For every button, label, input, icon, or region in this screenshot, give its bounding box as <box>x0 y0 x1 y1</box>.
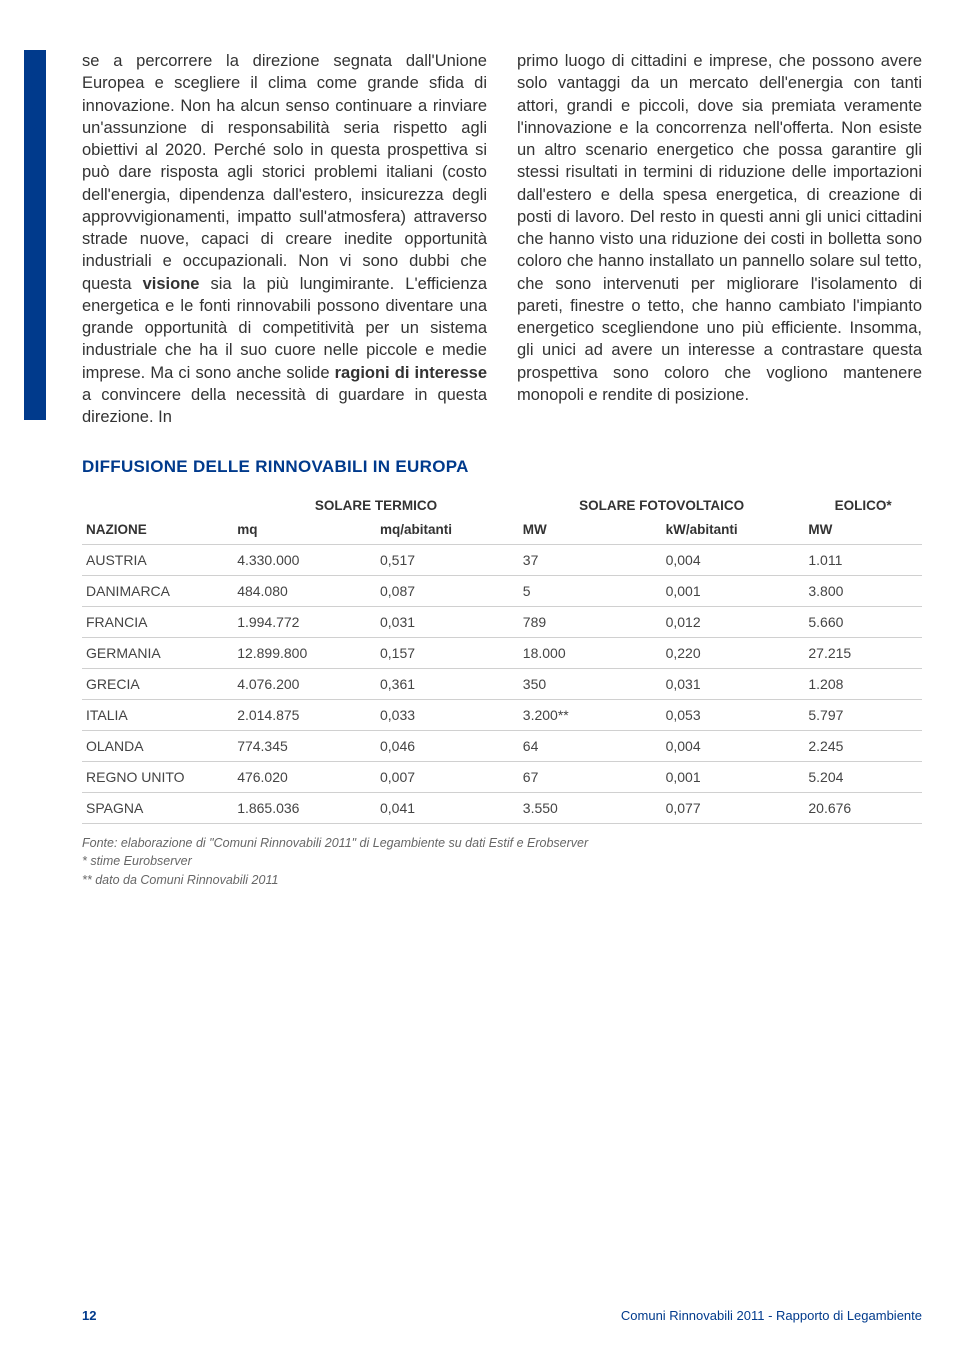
table-cell: GRECIA <box>82 668 233 699</box>
page-footer: 12 Comuni Rinnovabili 2011 - Rapporto di… <box>82 1308 922 1323</box>
table-cell: 0,361 <box>376 668 519 699</box>
table-row: DANIMARCA484.0800,08750,0013.800 <box>82 575 922 606</box>
table-cell: 4.076.200 <box>233 668 376 699</box>
table-cell: 4.330.000 <box>233 544 376 575</box>
table-cell: 1.994.772 <box>233 606 376 637</box>
table-cell: 0,033 <box>376 699 519 730</box>
table-col-header: mq/abitanti <box>376 515 519 545</box>
table-cell: GERMANIA <box>82 637 233 668</box>
table-cell: 5 <box>519 575 662 606</box>
table-footnotes: Fonte: elaborazione di "Comuni Rinnovabi… <box>82 834 922 890</box>
table-row: SPAGNA1.865.0360,0413.5500,07720.676 <box>82 792 922 823</box>
renewables-table: SOLARE TERMICOSOLARE FOTOVOLTAICOEOLICO*… <box>82 491 922 824</box>
table-cell: 2.245 <box>804 730 922 761</box>
table-group-header: EOLICO* <box>804 491 922 515</box>
table-cell: 67 <box>519 761 662 792</box>
table-cell: 0,517 <box>376 544 519 575</box>
table-cell: 0,087 <box>376 575 519 606</box>
footnote-line: Fonte: elaborazione di "Comuni Rinnovabi… <box>82 834 922 853</box>
table-cell: 3.200** <box>519 699 662 730</box>
table-cell: OLANDA <box>82 730 233 761</box>
table-cell: 0,031 <box>376 606 519 637</box>
table-row: OLANDA774.3450,046640,0042.245 <box>82 730 922 761</box>
table-cell: 0,046 <box>376 730 519 761</box>
footer-title: Comuni Rinnovabili 2011 - Rapporto di Le… <box>621 1308 922 1323</box>
table-cell: 3.550 <box>519 792 662 823</box>
table-cell: AUSTRIA <box>82 544 233 575</box>
table-cell: 0,041 <box>376 792 519 823</box>
table-col-header: MW <box>519 515 662 545</box>
table-group-header: SOLARE FOTOVOLTAICO <box>519 491 805 515</box>
footnote-line: * stime Eurobserver <box>82 852 922 871</box>
table-cell: 27.215 <box>804 637 922 668</box>
table-cell: 5.660 <box>804 606 922 637</box>
table-cell: 0,077 <box>662 792 805 823</box>
table-col-header: NAZIONE <box>82 515 233 545</box>
table-cell: SPAGNA <box>82 792 233 823</box>
text-columns: se a percorrere la direzione segnata dal… <box>82 50 922 429</box>
table-cell: 476.020 <box>233 761 376 792</box>
table-cell: 0,004 <box>662 730 805 761</box>
table-cell: 774.345 <box>233 730 376 761</box>
table-cell: 2.014.875 <box>233 699 376 730</box>
table-cell: 484.080 <box>233 575 376 606</box>
table-cell: 0,001 <box>662 761 805 792</box>
table-group-header <box>82 491 233 515</box>
page-number: 12 <box>82 1308 96 1323</box>
column-right: primo luogo di cittadini e imprese, che … <box>517 50 922 429</box>
table-row: AUSTRIA4.330.0000,517370,0041.011 <box>82 544 922 575</box>
table-cell: 18.000 <box>519 637 662 668</box>
table-group-header-row: SOLARE TERMICOSOLARE FOTOVOLTAICOEOLICO* <box>82 491 922 515</box>
column-left: se a percorrere la direzione segnata dal… <box>82 50 487 429</box>
table-cell: 5.204 <box>804 761 922 792</box>
table-col-header-row: NAZIONEmqmq/abitantiMWkW/abitantiMW <box>82 515 922 545</box>
table-cell: 37 <box>519 544 662 575</box>
table-cell: 0,031 <box>662 668 805 699</box>
table-cell: 0,012 <box>662 606 805 637</box>
table-cell: ITALIA <box>82 699 233 730</box>
table-cell: 20.676 <box>804 792 922 823</box>
table-cell: 5.797 <box>804 699 922 730</box>
table-cell: 3.800 <box>804 575 922 606</box>
table-col-header: MW <box>804 515 922 545</box>
table-cell: REGNO UNITO <box>82 761 233 792</box>
table-cell: 0,001 <box>662 575 805 606</box>
table-cell: 64 <box>519 730 662 761</box>
table-row: FRANCIA1.994.7720,0317890,0125.660 <box>82 606 922 637</box>
table-cell: 0,053 <box>662 699 805 730</box>
section-label: PREMESSA <box>24 50 46 146</box>
table-row: REGNO UNITO476.0200,007670,0015.204 <box>82 761 922 792</box>
page-content: se a percorrere la direzione segnata dal… <box>82 50 922 890</box>
table-cell: 0,004 <box>662 544 805 575</box>
table-title: DIFFUSIONE DELLE RINNOVABILI IN EUROPA <box>82 457 922 477</box>
table-col-header: kW/abitanti <box>662 515 805 545</box>
table-cell: 0,220 <box>662 637 805 668</box>
table-group-header: SOLARE TERMICO <box>233 491 519 515</box>
table-cell: FRANCIA <box>82 606 233 637</box>
table-cell: 1.865.036 <box>233 792 376 823</box>
table-body: AUSTRIA4.330.0000,517370,0041.011DANIMAR… <box>82 544 922 823</box>
footnote-line: ** dato da Comuni Rinnovabili 2011 <box>82 871 922 890</box>
table-cell: 1.208 <box>804 668 922 699</box>
table-row: GERMANIA12.899.8000,15718.0000,22027.215 <box>82 637 922 668</box>
table-cell: 0,157 <box>376 637 519 668</box>
table-cell: 0,007 <box>376 761 519 792</box>
table-row: GRECIA4.076.2000,3613500,0311.208 <box>82 668 922 699</box>
table-cell: 1.011 <box>804 544 922 575</box>
table-col-header: mq <box>233 515 376 545</box>
table-cell: 789 <box>519 606 662 637</box>
table-cell: DANIMARCA <box>82 575 233 606</box>
table-row: ITALIA2.014.8750,0333.200**0,0535.797 <box>82 699 922 730</box>
table-cell: 12.899.800 <box>233 637 376 668</box>
table-cell: 350 <box>519 668 662 699</box>
table-head: SOLARE TERMICOSOLARE FOTOVOLTAICOEOLICO*… <box>82 491 922 545</box>
